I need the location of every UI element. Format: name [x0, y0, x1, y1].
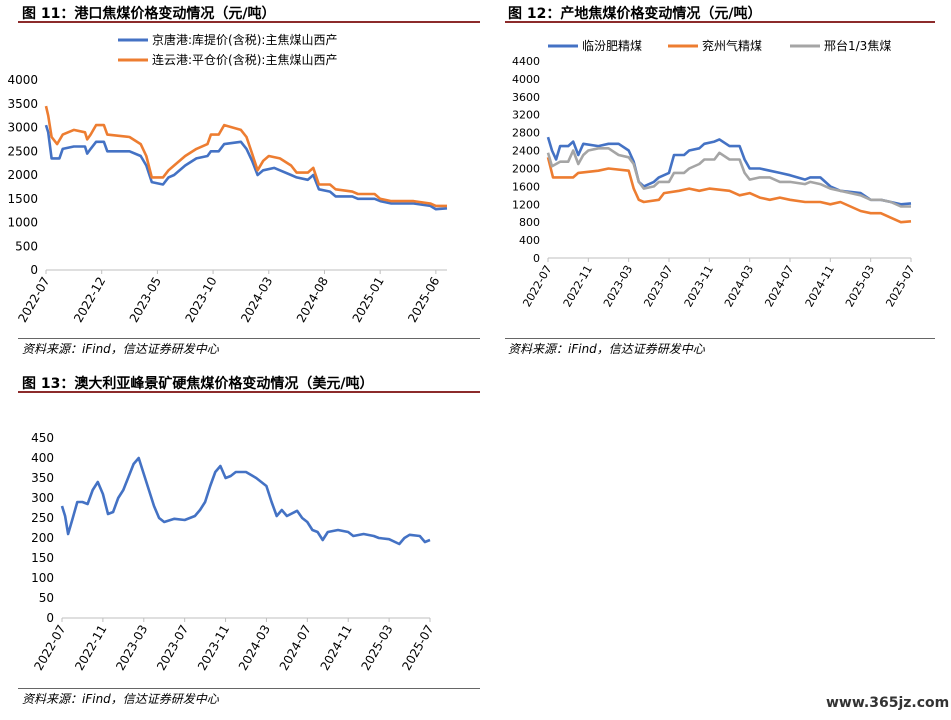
legend-label-1: 连云港:平仓价(含税):主焦煤山西产: [152, 52, 337, 67]
y-tick-label: 1500: [7, 192, 38, 206]
y-tick-label: 2400: [512, 145, 540, 158]
x-tick-label: 2025-03: [359, 623, 396, 673]
figure-13-chart: 0 50 100 150 200 250 300 350 400 450 2022-07 2022-1…: [31, 431, 437, 673]
y-tick-label: 2500: [7, 144, 38, 158]
x-tick-label: 2023-07: [641, 263, 675, 309]
x-tick-label: 2022-11: [72, 623, 109, 673]
x-tick-label: 2025-03: [843, 263, 877, 309]
series-line-1: [44, 105, 447, 208]
y-tick-label: 1200: [512, 198, 540, 211]
y-tick-label: 100: [31, 571, 54, 585]
x-tick-label: 2023-05: [127, 275, 164, 325]
y-tick-label: 3500: [7, 97, 38, 111]
figure-11-source: 资料来源：iFind，信达证券研发中心: [22, 342, 219, 356]
y-tick-label: 1000: [7, 216, 38, 230]
figure-13-source: 资料来源：iFind，信达证券研发中心: [22, 692, 219, 706]
y-tick-label: 800: [519, 216, 540, 229]
x-tick-label: 2022-12: [71, 275, 108, 325]
y-tick-label: 4400: [512, 55, 540, 68]
figure-13-title-rule: [18, 391, 480, 393]
figure-13-source-rule: [18, 688, 480, 689]
y-tick-label: 400: [519, 234, 540, 247]
x-tick-label: 2023-03: [113, 623, 150, 673]
y-tick-label: 3000: [7, 121, 38, 135]
legend-label-2: 邢台1/3焦煤: [824, 38, 891, 53]
figure-12-title-rule: [505, 21, 935, 23]
y-tick-label: 0: [30, 263, 38, 277]
figure-12-source-rule: [505, 338, 935, 339]
x-tick-label: 2024-08: [294, 275, 331, 325]
legend-label-0: 京唐港:库提价(含税):主焦煤山西产: [152, 32, 337, 47]
figure-12-source: 资料来源：iFind，信达证券研发中心: [508, 342, 705, 356]
x-tick-label: 2023-07: [154, 623, 191, 673]
watermark: www.365jz.com: [826, 695, 950, 711]
x-tick-label: 2025-06: [405, 275, 442, 325]
figure-11-source-rule: [18, 338, 480, 339]
x-tick-label: 2023-11: [195, 623, 232, 673]
x-tick-label: 2024-03: [238, 275, 275, 325]
x-tick-label: 2024-07: [762, 263, 796, 309]
x-tick-label: 2023-10: [182, 275, 219, 325]
figure-11-chart: 0 500 1000 1500 2000 2500 3000 3500 4000 2022-07 2…: [7, 32, 448, 325]
series-line-1: [546, 156, 912, 224]
series-line-0: [44, 124, 448, 211]
x-tick-label: 2022-11: [561, 263, 595, 309]
figure-11-title: 图 11：港口焦煤价格变动情况（元/吨）: [22, 6, 276, 22]
y-tick-label: 3600: [512, 91, 540, 104]
x-tick-label: 2022-07: [31, 623, 68, 673]
x-tick-label: 2024-03: [236, 623, 273, 673]
legend-label-0: 临汾肥精煤: [582, 39, 642, 53]
x-tick-label: 2024-03: [722, 263, 756, 309]
x-tick-label: 2022-07: [520, 263, 554, 309]
y-tick-label: 3200: [512, 109, 540, 122]
x-tick-label: 2025-01: [350, 275, 387, 325]
y-tick-label: 2000: [512, 162, 540, 175]
figure-11-title-rule: [18, 21, 480, 23]
y-tick-label: 150: [31, 551, 54, 565]
x-tick-label: 2025-07: [399, 623, 436, 673]
y-tick-label: 450: [31, 431, 54, 445]
series-line-2: [546, 147, 911, 208]
x-tick-label: 2024-11: [318, 623, 355, 673]
y-tick-label: 4000: [512, 73, 540, 86]
figure-13-title: 图 13：澳大利亚峰景矿硬焦煤价格变动情况（美元/吨）: [22, 376, 374, 392]
x-tick-label: 2023-11: [682, 263, 716, 309]
y-tick-label: 0: [533, 252, 540, 265]
y-tick-label: 350: [31, 471, 54, 485]
y-tick-label: 200: [31, 531, 54, 545]
y-tick-label: 0: [46, 611, 54, 625]
y-tick-label: 2000: [7, 168, 38, 182]
series-line-0: [60, 456, 431, 546]
y-tick-label: 250: [31, 511, 54, 525]
x-tick-label: 2023-03: [601, 263, 635, 309]
y-tick-label: 500: [15, 239, 38, 253]
x-tick-label: 2024-07: [277, 623, 314, 673]
figure-12-chart: 0 400 800 1200 1600 2000 2400 2800 3200 3600 4000 4…: [512, 38, 918, 309]
y-tick-label: 300: [31, 491, 54, 505]
y-tick-label: 4000: [7, 73, 38, 87]
y-tick-label: 1600: [512, 180, 540, 193]
series-line-0: [546, 136, 912, 206]
y-tick-label: 2800: [512, 127, 540, 140]
y-tick-label: 400: [31, 451, 54, 465]
x-tick-label: 2024-11: [803, 263, 837, 309]
legend-label-1: 兖州气精煤: [702, 38, 762, 53]
figure-12-title: 图 12：产地焦煤价格变动情况（元/吨）: [508, 6, 762, 22]
x-tick-label: 2022-07: [15, 275, 52, 325]
x-tick-label: 2025-07: [883, 263, 917, 309]
y-tick-label: 50: [39, 591, 54, 605]
